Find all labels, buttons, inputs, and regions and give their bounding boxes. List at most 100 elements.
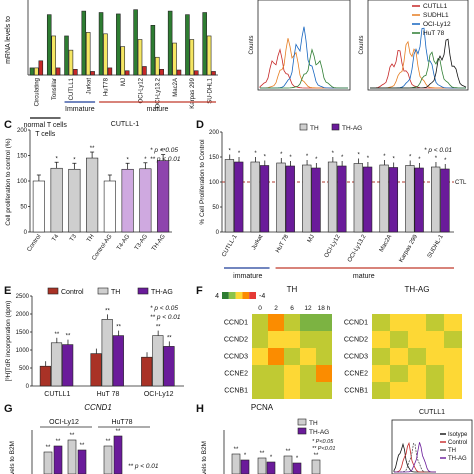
panel-e-legend-label: TH-AG bbox=[151, 289, 173, 296]
panel-c-bar bbox=[157, 160, 170, 233]
panel-f-heatmap-cell bbox=[444, 382, 462, 399]
panel-h-bar bbox=[292, 462, 302, 474]
panel-e-y-tick-label: 2500 bbox=[16, 294, 30, 300]
panel-d-sig-mark: * bbox=[418, 157, 421, 163]
topA-tick-label: Tonsillar bbox=[52, 78, 58, 100]
panel-d-sig-mark: * bbox=[306, 154, 309, 160]
panel-c-bar bbox=[121, 168, 134, 233]
panel-d-sig-mark: * bbox=[332, 151, 335, 157]
panel-d-bar bbox=[285, 165, 295, 233]
panel-e-bar bbox=[39, 365, 51, 387]
panel-h-right-legend-label: Control bbox=[448, 440, 467, 446]
topA-bar bbox=[90, 71, 95, 76]
panel-c-bar bbox=[139, 168, 152, 233]
topA-tick-label: Karpas 299 bbox=[190, 77, 196, 108]
topA-ylabel: mRNA levels to bbox=[5, 16, 12, 64]
panel-g-annotation: ** p < 0.01 bbox=[128, 463, 159, 470]
topA-bar bbox=[167, 10, 173, 76]
topA-bar bbox=[155, 56, 160, 76]
panel-e-tick-label: CUTLL1 bbox=[44, 391, 70, 398]
panel-d-sig-mark: * bbox=[409, 155, 412, 161]
panel-d-y-tick-label: 200 bbox=[209, 130, 220, 136]
topA-bar bbox=[55, 67, 61, 76]
panel-f-heatmap-cell bbox=[268, 382, 284, 399]
panel-h-sig-mark: ** bbox=[234, 447, 239, 453]
panel-e-legend-label: Control bbox=[61, 289, 84, 296]
panel-f-heatmap-cell bbox=[426, 348, 444, 365]
panel-f-heatmap-cell bbox=[426, 331, 444, 348]
topB-ylabel: Counts bbox=[359, 35, 365, 54]
panel-d-bar bbox=[302, 164, 312, 233]
panel-d-legend-swatch bbox=[331, 123, 340, 131]
topA-bar bbox=[85, 32, 91, 76]
panel-c-sig-mark: * bbox=[73, 157, 76, 163]
panel-d-y-tick-label: 150 bbox=[209, 155, 220, 161]
topB-legend-label: SUDHL1 bbox=[423, 12, 449, 19]
panel-d-sig-mark: * bbox=[229, 149, 232, 155]
panel-f-column-label: 0 bbox=[258, 305, 262, 312]
topA-bar bbox=[133, 9, 138, 76]
panel-f-heatmap-cell bbox=[444, 348, 462, 365]
panel-c-annotation: * p < 0.05 bbox=[150, 147, 178, 154]
panel-e-bar bbox=[62, 344, 74, 387]
panel-f-colorbar-label: 4 bbox=[215, 293, 219, 300]
panel-f-row-label: CCND2 bbox=[224, 337, 248, 344]
panel-d-bar bbox=[388, 167, 399, 233]
panel-c-tick-label: T3-AG bbox=[134, 233, 149, 251]
panel-f-heatmap-cell bbox=[284, 382, 300, 399]
topA-bar bbox=[172, 42, 177, 76]
panel-d-bar bbox=[414, 167, 424, 233]
panel-f-heatmap-cell bbox=[252, 365, 268, 382]
panel-c-bar bbox=[86, 157, 99, 233]
panel-f-heatmap-cell bbox=[426, 382, 444, 399]
panel-f-heatmap-cell bbox=[390, 365, 408, 382]
topB-legend-label: CUTLL1 bbox=[423, 3, 448, 10]
topA-tick-label: CUTLL1 bbox=[69, 77, 75, 100]
panel-d-sig-mark: * bbox=[280, 152, 283, 158]
panel-g-sig-mark: ** bbox=[80, 443, 85, 449]
panel-f-heatmap-cell bbox=[284, 314, 300, 331]
panel-d-legend-label: TH-AG bbox=[342, 125, 362, 132]
panel-e-sig-mark: ** bbox=[156, 325, 161, 331]
panel-h-legend-label: TH bbox=[309, 420, 318, 427]
panel-d-bar bbox=[353, 163, 363, 233]
topA-bar bbox=[185, 14, 190, 76]
topA-bar bbox=[81, 10, 87, 76]
panel-e-annotation: * p < 0.05 bbox=[150, 305, 178, 312]
topA-bar bbox=[107, 67, 113, 76]
panel-h-right-legend-label: Isotype bbox=[448, 432, 468, 438]
panel-d-tick-label: Karpas 299 bbox=[399, 233, 420, 263]
topB-legend-label: HuT 78 bbox=[423, 30, 445, 37]
panel-c-bar bbox=[68, 168, 81, 233]
panel-f-heatmap-cell bbox=[408, 314, 426, 331]
panel-h-bar bbox=[231, 453, 241, 474]
topA-tick-label: HuT78 bbox=[104, 77, 110, 96]
topA-bar bbox=[189, 39, 195, 76]
topA-bar bbox=[29, 67, 35, 76]
panel-f-colorbar-segment bbox=[222, 292, 229, 299]
topB-histogram-frame bbox=[257, 0, 351, 91]
panel-f-heatmap-cell bbox=[300, 331, 316, 348]
topA-bar bbox=[68, 49, 74, 76]
panel-f-map-title: TH-AG bbox=[405, 285, 430, 294]
topA-group-label: normal T cells bbox=[24, 122, 68, 129]
panel-f-row-label: CCND3 bbox=[344, 354, 368, 361]
panel-c-y-tick-label: 100 bbox=[17, 179, 28, 185]
panel-e-y-tick-label: 2000 bbox=[16, 312, 30, 318]
panel-d-bar bbox=[362, 166, 373, 233]
topA-bar bbox=[176, 69, 182, 76]
panel-f-heatmap-cell bbox=[300, 382, 316, 399]
panel-e-sig-mark: ** bbox=[167, 335, 172, 341]
panel-d-bar bbox=[405, 165, 415, 233]
panel-f-heatmap-cell bbox=[372, 382, 390, 399]
panel-f-heatmap-cell bbox=[316, 365, 332, 382]
panel-f-row-label: CCNE2 bbox=[224, 371, 248, 378]
panel-c-tick-label: T3 bbox=[69, 233, 78, 243]
panel-g-bar bbox=[113, 435, 123, 474]
panel-f-heatmap-cell bbox=[268, 365, 284, 382]
panel-f-heatmap-cell bbox=[316, 348, 332, 365]
panel-f-heatmap-cell bbox=[390, 348, 408, 365]
topA-bar bbox=[202, 12, 207, 76]
topA-bar bbox=[73, 69, 78, 76]
